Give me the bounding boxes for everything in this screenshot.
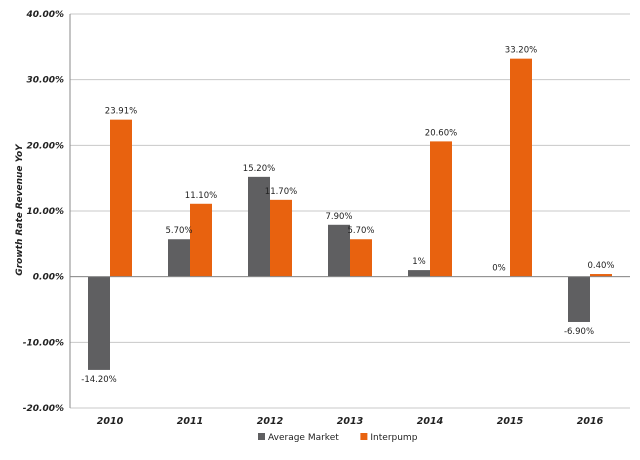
legend-label: Average Market xyxy=(268,433,339,443)
data-label: -14.20% xyxy=(81,375,116,385)
data-label: 11.70% xyxy=(265,187,297,197)
bar xyxy=(408,270,430,277)
data-label: 23.91% xyxy=(105,107,137,117)
data-label: -6.90% xyxy=(564,327,594,337)
y-tick-label: 10.00% xyxy=(27,207,65,217)
data-label: 33.20% xyxy=(505,46,537,56)
legend-label: Interpump xyxy=(370,433,417,443)
y-tick-label: -10.00% xyxy=(23,338,64,348)
data-label: 1% xyxy=(412,257,426,267)
bar xyxy=(190,204,212,277)
bar xyxy=(510,59,532,277)
x-tick-label: 2013 xyxy=(337,416,364,427)
y-axis-label: Growth Rate Revenue YoY xyxy=(15,143,25,276)
y-tick-label: -20.00% xyxy=(23,404,64,414)
data-label: 5.70% xyxy=(165,226,192,236)
x-tick-label: 2011 xyxy=(177,416,203,427)
bar xyxy=(270,200,292,277)
data-label: 5.70% xyxy=(347,226,374,236)
x-tick-label: 2016 xyxy=(577,416,604,427)
x-tick-label: 2010 xyxy=(97,416,124,427)
x-tick-label: 2014 xyxy=(417,416,444,427)
bar xyxy=(168,239,190,276)
x-tick-label: 2012 xyxy=(257,416,284,427)
data-label: 0.40% xyxy=(587,261,614,271)
data-label: 7.90% xyxy=(325,212,352,222)
data-label: 0% xyxy=(492,264,506,274)
data-label: 11.10% xyxy=(185,191,217,201)
x-tick-label: 2015 xyxy=(497,416,524,427)
legend-swatch xyxy=(258,433,265,440)
bar xyxy=(88,277,110,370)
y-tick-label: 40.00% xyxy=(26,10,65,20)
legend-swatch xyxy=(360,433,367,440)
data-labels: -14.20% 23.91% 5.70% 11.10% 15.20% 11.70% 7.90… xyxy=(81,46,614,385)
data-label: 15.20% xyxy=(243,164,275,174)
y-tick-label: 20.00% xyxy=(27,141,65,151)
bar xyxy=(430,141,452,276)
y-tick-label: 0.00% xyxy=(33,273,64,283)
bar xyxy=(568,277,590,322)
legend: Average Market Interpump xyxy=(258,433,418,443)
bar xyxy=(110,120,132,277)
y-tick-label: 30.00% xyxy=(27,76,65,86)
data-label: 20.60% xyxy=(425,128,457,138)
bar xyxy=(350,239,372,276)
